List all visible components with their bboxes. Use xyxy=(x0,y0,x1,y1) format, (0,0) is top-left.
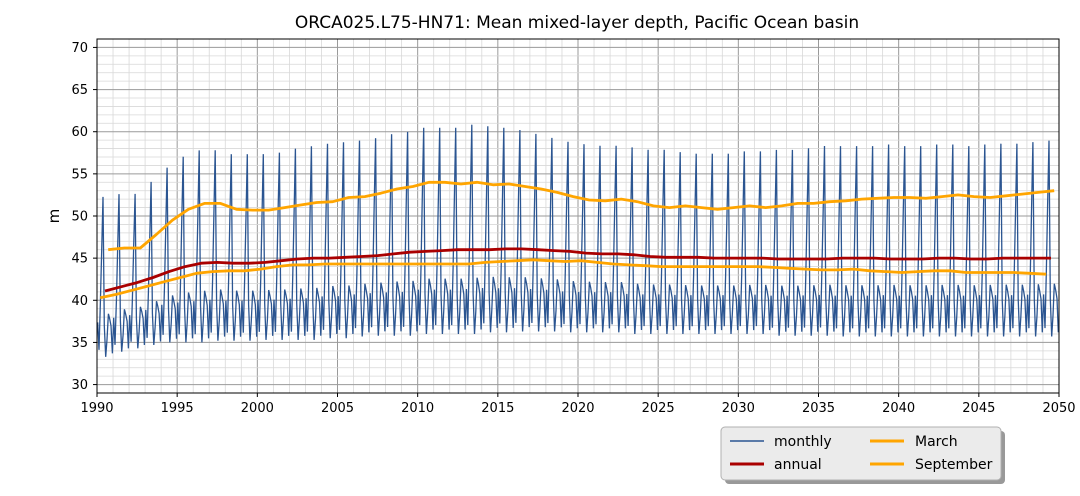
series-line-annual xyxy=(104,247,1051,293)
series-line-september xyxy=(99,258,1047,300)
series-line-monthly xyxy=(97,124,1059,357)
x-tick-label: 2040 xyxy=(882,401,915,416)
x-tick-label: 2050 xyxy=(1042,401,1075,416)
legend-label-annual: annual xyxy=(774,457,822,473)
x-tick-label: 2010 xyxy=(401,401,434,416)
series-line-march xyxy=(108,180,1055,252)
x-tick-label: 1995 xyxy=(161,401,194,416)
y-axis: 30 35 40 45 50 55 60 65 70 xyxy=(71,41,97,393)
y-tick-label: 40 xyxy=(71,294,88,309)
x-tick-label: 2030 xyxy=(722,401,755,416)
y-tick-label: 70 xyxy=(71,41,88,56)
series-layer xyxy=(97,124,1059,357)
x-axis: 1990 1995 2000 2005 2010 2015 2020 2025 2030 2035… xyxy=(80,393,1076,416)
y-tick-label: 45 xyxy=(71,252,88,267)
legend: monthly annual March September xyxy=(720,426,1005,484)
x-tick-label: 2045 xyxy=(962,401,995,416)
y-tick-label: 60 xyxy=(71,125,88,140)
y-tick-label: 55 xyxy=(71,167,88,182)
x-tick-label: 2005 xyxy=(321,401,354,416)
legend-box xyxy=(720,426,1002,481)
y-tick-label: 50 xyxy=(71,210,88,225)
legend-label-monthly: monthly xyxy=(774,434,832,450)
x-tick-label: 2035 xyxy=(802,401,835,416)
chart-title: ORCA025.L75-HN71: Mean mixed-layer depth… xyxy=(295,13,859,33)
x-tick-label: 2015 xyxy=(481,401,514,416)
grid xyxy=(97,39,1059,393)
legend-label-march: March xyxy=(915,434,958,450)
x-tick-label: 2020 xyxy=(561,401,594,416)
y-tick-label: 65 xyxy=(71,83,88,98)
y-tick-label: 30 xyxy=(71,378,88,393)
x-tick-label: 2000 xyxy=(241,401,274,416)
legend-label-september: September xyxy=(915,457,993,473)
x-tick-label: 2025 xyxy=(642,401,675,416)
y-axis-label: m xyxy=(45,209,63,224)
x-tick-label: 1990 xyxy=(80,401,113,416)
y-tick-label: 35 xyxy=(71,336,88,351)
